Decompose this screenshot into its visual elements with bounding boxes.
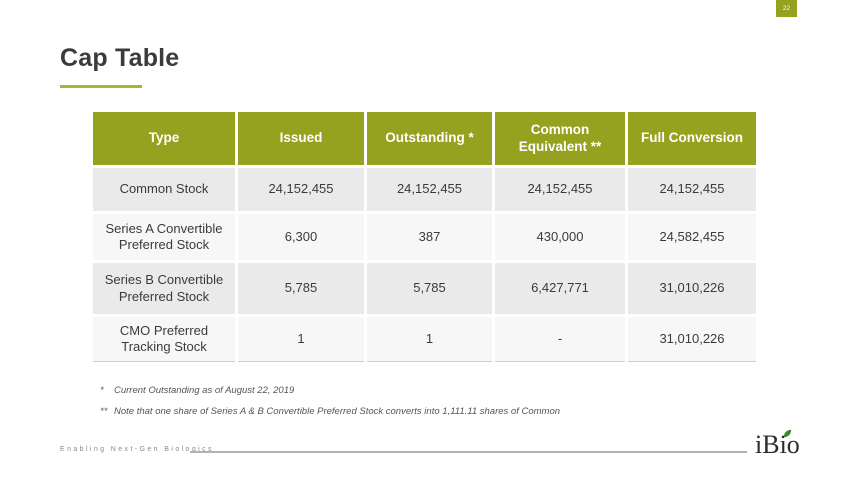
table-cell-full-conversion: 31,010,226 bbox=[628, 263, 756, 314]
table-cell-issued: 1 bbox=[238, 317, 364, 362]
column-header-common-equivalent: Common Equivalent ** bbox=[495, 112, 625, 165]
table-cell-outstanding: 387 bbox=[367, 214, 492, 260]
table-cell-type: Series B Convertible Preferred Stock bbox=[93, 263, 235, 314]
table-cell-issued: 6,300 bbox=[238, 214, 364, 260]
table-cell-common-equivalent: 24,152,455 bbox=[495, 168, 625, 211]
table-cell-full-conversion: 24,582,455 bbox=[628, 214, 756, 260]
footnote-outstanding: * Current Outstanding as of August 22, 2… bbox=[100, 385, 294, 396]
footnote-text: Current Outstanding as of August 22, 201… bbox=[114, 385, 295, 396]
page-number-badge: 22 bbox=[776, 0, 797, 17]
footer-tagline: Enabling Next-Gen Biologics bbox=[60, 446, 214, 453]
table-cell-common-equivalent: 430,000 bbox=[495, 214, 625, 260]
footnote-conversion: ** Note that one share of Series A & B C… bbox=[100, 406, 560, 417]
table-cell-type: CMO Preferred Tracking Stock bbox=[93, 317, 235, 362]
table-cell-outstanding: 5,785 bbox=[367, 263, 492, 314]
ibio-logo-text: iBio bbox=[755, 430, 800, 459]
table-cell-issued: 5,785 bbox=[238, 263, 364, 314]
table-cell-outstanding: 1 bbox=[367, 317, 492, 362]
table-cell-issued: 24,152,455 bbox=[238, 168, 364, 211]
column-header-outstanding: Outstanding * bbox=[367, 112, 492, 165]
table-cell-common-equivalent: - bbox=[495, 317, 625, 362]
table-cell-outstanding: 24,152,455 bbox=[367, 168, 492, 211]
page-title: Cap Table bbox=[60, 44, 180, 72]
table-cell-type: Series A Convertible Preferred Stock bbox=[93, 214, 235, 260]
table-cell-common-equivalent: 6,427,771 bbox=[495, 263, 625, 314]
table-cell-type: Common Stock bbox=[93, 168, 235, 211]
footer-divider bbox=[190, 451, 747, 453]
column-header-full-conversion: Full Conversion bbox=[628, 112, 756, 165]
title-underline bbox=[60, 85, 142, 88]
column-header-issued: Issued bbox=[238, 112, 364, 165]
column-header-type: Type bbox=[93, 112, 235, 165]
footnote-text: Note that one share of Series A & B Conv… bbox=[114, 406, 561, 417]
page-number: 22 bbox=[782, 5, 791, 12]
cap-table: Type Issued Outstanding * Common Equival… bbox=[93, 112, 757, 362]
ibio-logo: iBio bbox=[755, 429, 800, 460]
table-cell-full-conversion: 24,152,455 bbox=[628, 168, 756, 211]
footnote-marker: ** bbox=[100, 406, 108, 417]
leaf-icon bbox=[783, 429, 792, 438]
table-cell-full-conversion: 31,010,226 bbox=[628, 317, 756, 362]
footnote-marker: * bbox=[100, 385, 104, 396]
